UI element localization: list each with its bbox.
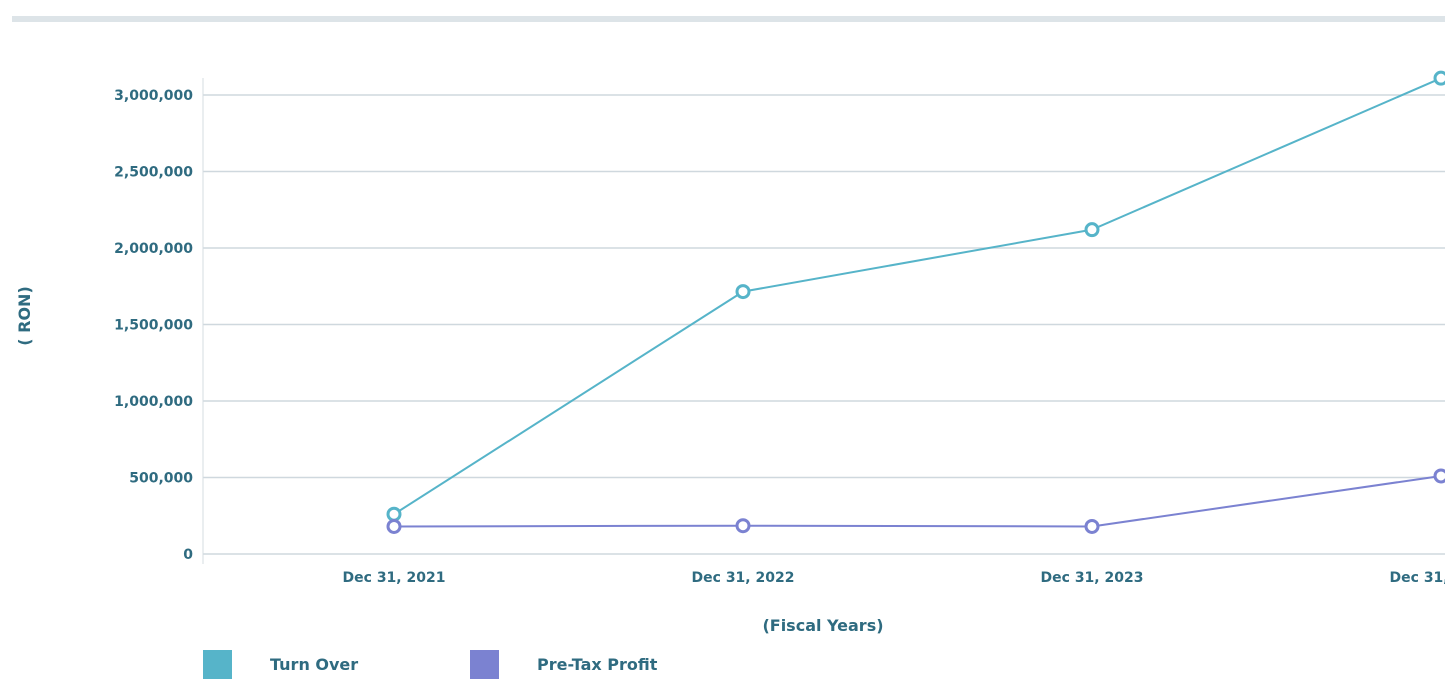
y-tick-label: 1,000,000 [114,394,193,410]
x-tick-label: Dec 31, 2023 [1041,570,1144,586]
legend-label-pre-tax-profit: Pre-Tax Profit [537,654,658,674]
x-axis-title: (Fiscal Years) [762,616,883,635]
y-tick-label: 1,500,000 [114,318,193,334]
legend-swatch-turn-over [203,649,232,679]
legend-item-turn-over[interactable]: Turn Over [203,649,470,679]
gridlines [203,94,1445,555]
data-point[interactable] [1433,468,1445,484]
y-tick-label: 500,000 [129,471,193,487]
y-tick-label: 2,500,000 [114,165,193,181]
data-point[interactable] [386,518,402,534]
legend: Turn Over Pre-Tax Profit [203,649,737,679]
legend-label-turn-over: Turn Over [270,654,359,674]
x-tick-label: Dec 31, 2024 [1390,570,1445,586]
data-point[interactable] [386,506,402,522]
series-line [393,474,1442,528]
y-tick-label: 0 [183,547,193,563]
data-point[interactable] [1433,70,1445,86]
y-tick-label: 2,000,000 [114,241,193,257]
data-point[interactable] [1084,518,1100,534]
series-line [393,77,1442,516]
series-lines [386,70,1445,534]
top-divider-bar [12,16,1445,22]
y-axis-title: ( RON) [15,286,34,346]
y-tick-labels: 0 500,000 1,000,000 1,500,000 2,000,000 2,500… [114,88,193,563]
legend-swatch-pre-tax-profit [470,649,499,679]
x-tick-labels: Dec 31, 2021 Dec 31, 2022 Dec 31, 2023 Dec … [343,570,1445,586]
data-point[interactable] [1084,222,1100,238]
data-point[interactable] [735,284,751,300]
x-tick-label: Dec 31, 2022 [692,570,795,586]
data-point[interactable] [735,518,751,534]
x-tick-label: Dec 31, 2021 [343,570,446,586]
legend-item-pre-tax-profit[interactable]: Pre-Tax Profit [470,649,737,679]
y-tick-label: 3,000,000 [114,88,193,104]
